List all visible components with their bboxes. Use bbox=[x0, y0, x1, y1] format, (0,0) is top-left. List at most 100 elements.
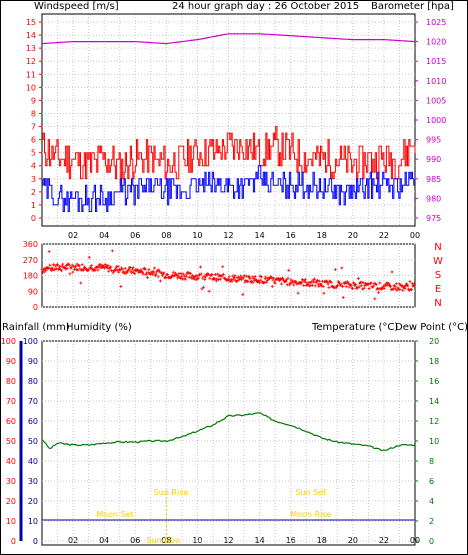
direction-point bbox=[199, 272, 203, 276]
direction-tick-label: 360 bbox=[23, 240, 38, 249]
direction-point bbox=[59, 269, 63, 273]
direction-point bbox=[369, 281, 373, 285]
direction-point bbox=[300, 280, 304, 284]
temperature-tick-label: 2 bbox=[429, 517, 434, 526]
direction-point bbox=[68, 272, 72, 276]
rainfall-tick-label: 10 bbox=[6, 517, 16, 526]
direction-point bbox=[171, 270, 175, 274]
direction-tick-label: 180 bbox=[23, 272, 38, 281]
direction-point bbox=[349, 283, 353, 287]
direction-point bbox=[146, 271, 150, 275]
direction-point bbox=[359, 284, 363, 288]
wind-tick-label: 14 bbox=[26, 31, 36, 40]
direction-point bbox=[287, 283, 291, 287]
direction-point bbox=[111, 271, 115, 275]
wind-tick-label: 4 bbox=[31, 162, 36, 171]
direction-point bbox=[356, 277, 360, 281]
direction-point bbox=[339, 282, 343, 286]
direction-point bbox=[153, 266, 157, 270]
direction-point bbox=[188, 271, 192, 275]
direction-point bbox=[273, 281, 277, 285]
humidity-axis-title: Humidity (%) bbox=[66, 322, 132, 333]
direction-point bbox=[284, 280, 288, 284]
direction-point bbox=[76, 268, 80, 272]
humidity-tick-label: 70 bbox=[28, 397, 38, 406]
direction-point bbox=[127, 268, 131, 272]
wind-tick-label: 9 bbox=[31, 96, 36, 105]
direction-point bbox=[180, 274, 184, 278]
barometer-line bbox=[41, 33, 416, 45]
direction-point bbox=[46, 266, 50, 270]
wind-axis-title: Windspeed [m/s] bbox=[34, 1, 119, 12]
x-tick-label: 18 bbox=[317, 231, 327, 240]
direction-point bbox=[110, 249, 114, 253]
wind-tick-label: 15 bbox=[26, 18, 36, 27]
direction-point bbox=[230, 279, 234, 283]
direction-point bbox=[403, 287, 407, 291]
direction-point bbox=[106, 263, 110, 267]
direction-point bbox=[166, 272, 170, 276]
direction-point bbox=[139, 268, 143, 272]
astronomy-annotation: Moon Rise bbox=[290, 510, 331, 519]
rainfall-tick-label: 100 bbox=[1, 337, 16, 346]
direction-point bbox=[292, 283, 296, 287]
direction-point bbox=[408, 280, 412, 284]
direction-point bbox=[279, 278, 283, 282]
compass-label: E bbox=[435, 284, 441, 295]
direction-point bbox=[60, 264, 64, 268]
direction-point bbox=[61, 262, 65, 266]
direction-point bbox=[303, 278, 307, 282]
direction-point bbox=[412, 284, 416, 288]
direction-point bbox=[144, 273, 148, 277]
astronomy-annotation: Moon Set bbox=[96, 510, 133, 519]
wind-tick-label: 1 bbox=[31, 201, 36, 210]
direction-point bbox=[246, 280, 250, 284]
direction-point bbox=[56, 263, 60, 267]
direction-point bbox=[219, 277, 223, 281]
barometer-tick-label: 990 bbox=[426, 155, 441, 164]
direction-point bbox=[362, 286, 366, 290]
humidity-tick-label: 100 bbox=[23, 337, 38, 346]
x-tick-label: 00 bbox=[410, 231, 420, 240]
direction-point bbox=[360, 280, 364, 284]
direction-point bbox=[74, 264, 78, 268]
direction-point bbox=[118, 268, 122, 272]
temperature-tick-label: 0 bbox=[429, 537, 434, 546]
humidity-tick-label: 20 bbox=[28, 497, 38, 506]
wind-tick-label: 2 bbox=[31, 188, 36, 197]
barometer-tick-label: 1005 bbox=[426, 96, 446, 105]
x-tick-label: 08 bbox=[161, 231, 171, 240]
barometer-tick-label: 1025 bbox=[426, 18, 446, 27]
compass-label: S bbox=[435, 270, 441, 281]
direction-point bbox=[227, 277, 230, 281]
direction-point bbox=[109, 265, 113, 269]
x-tick-label: 20 bbox=[348, 536, 358, 545]
x-tick-label: 16 bbox=[286, 231, 296, 240]
x-tick-label: 04 bbox=[99, 536, 109, 545]
direction-point bbox=[393, 285, 397, 289]
direction-point bbox=[388, 283, 392, 287]
direction-point bbox=[347, 285, 351, 289]
temperature-tick-label: 14 bbox=[429, 397, 439, 406]
wind-tick-label: 7 bbox=[31, 123, 36, 132]
direction-point bbox=[410, 281, 414, 285]
direction-point bbox=[79, 281, 83, 285]
direction-point bbox=[210, 272, 214, 276]
x-tick-label: 02 bbox=[68, 231, 78, 240]
wind-tick-label: 6 bbox=[31, 136, 36, 145]
direction-point bbox=[65, 267, 69, 271]
rainfall-tick-label: 40 bbox=[6, 457, 16, 466]
wind-tick-label: 3 bbox=[31, 175, 36, 184]
direction-point bbox=[117, 270, 121, 274]
direction-point bbox=[327, 286, 331, 290]
barometer-tick-label: 1020 bbox=[426, 38, 446, 47]
direction-point bbox=[216, 272, 220, 276]
direction-point bbox=[265, 280, 269, 284]
direction-point bbox=[154, 272, 158, 276]
x-tick-label: 10 bbox=[192, 536, 202, 545]
rainfall-tick-label: 30 bbox=[6, 477, 16, 486]
temperature-tick-label: 10 bbox=[429, 437, 439, 446]
direction-point bbox=[412, 282, 416, 286]
direction-point bbox=[196, 276, 200, 280]
temperature-line bbox=[41, 412, 416, 452]
